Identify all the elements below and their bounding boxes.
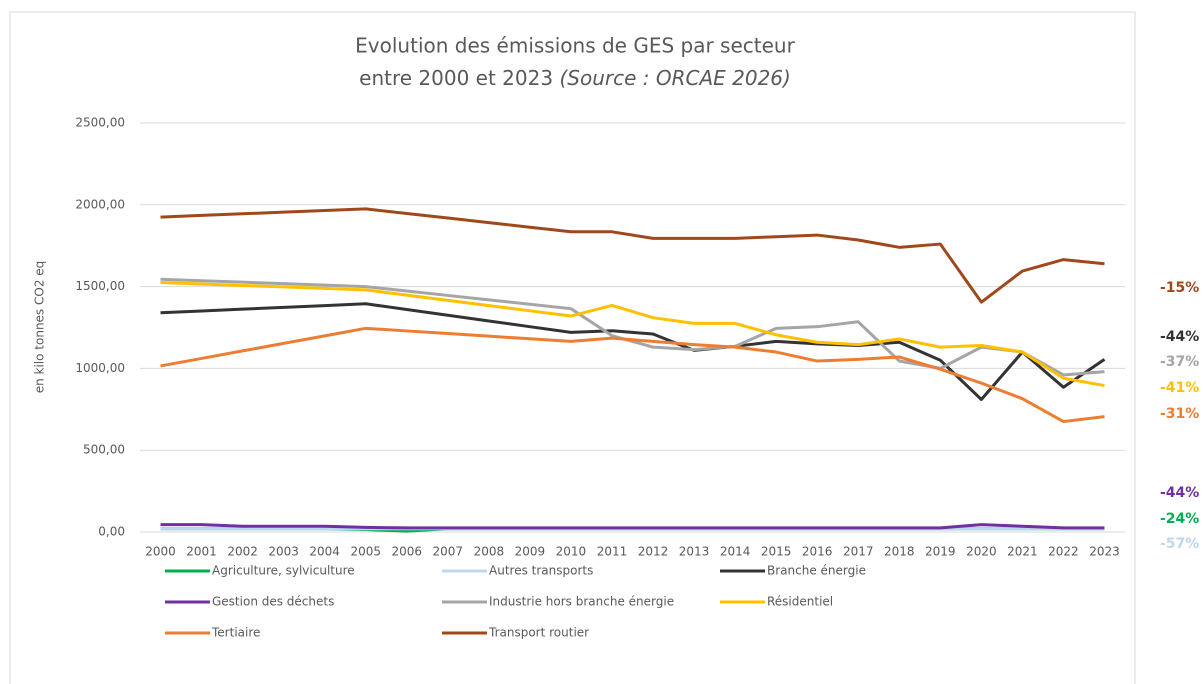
chart-subtitle: entre 2000 et 2023 (Source : ORCAE 2026) (359, 66, 791, 90)
x-tick-label: 2020 (966, 545, 997, 559)
x-tick-label: 2018 (884, 545, 915, 559)
x-tick-label: 2009 (515, 545, 546, 559)
x-tick-label: 2002 (227, 545, 258, 559)
series-line (160, 281, 1105, 388)
x-tick-label: 2000 (145, 545, 176, 559)
y-tick-label: 500,00 (83, 443, 125, 457)
annotation: -24% (1160, 511, 1199, 527)
x-tick-label: 2010 (556, 545, 587, 559)
annotation: -44% (1160, 485, 1199, 501)
annotation: -15% (1160, 280, 1199, 296)
x-tick-label: 2021 (1007, 545, 1038, 559)
x-tick-label: 2017 (843, 545, 874, 559)
x-tick-label: 2003 (268, 545, 299, 559)
legend-label: Résidentiel (767, 595, 833, 609)
y-tick-label: 2500,00 (75, 116, 125, 130)
x-tick-label: 2001 (186, 545, 217, 559)
legend-label: Autres transports (489, 564, 593, 578)
x-tick-label: 2016 (802, 545, 833, 559)
x-tick-label: 2005 (350, 545, 381, 559)
x-tick-label: 2008 (474, 545, 505, 559)
y-tick-label: 1500,00 (75, 279, 125, 293)
legend-label: Gestion des déchets (212, 595, 334, 609)
subtitle-text: entre 2000 et 2023 (359, 66, 553, 90)
x-tick-label: 2014 (720, 545, 751, 559)
y-tick-label: 1000,00 (75, 361, 125, 375)
x-tick-label: 2012 (638, 545, 669, 559)
chart-title: Evolution des émissions de GES par secte… (355, 34, 795, 58)
x-tick-label: 2023 (1089, 545, 1120, 559)
x-tick-label: 2007 (433, 545, 464, 559)
x-tick-label: 2019 (925, 545, 956, 559)
annotation: -41% (1160, 380, 1199, 396)
y-tick-label: 2000,00 (75, 197, 125, 211)
legend-label: Tertiaire (211, 626, 260, 640)
series-line (160, 277, 1105, 377)
x-tick-label: 2011 (597, 545, 628, 559)
annotation: -44% (1160, 329, 1199, 345)
annotation: -57% (1160, 536, 1199, 552)
series-line (160, 207, 1105, 304)
legend-label: Branche énergie (767, 564, 866, 578)
series-line (160, 302, 1106, 401)
x-tick-label: 2015 (761, 545, 792, 559)
y-tick-label: 0,00 (98, 525, 125, 539)
legend-label: Agriculture, sylviculture (212, 564, 355, 578)
series-line (160, 523, 1105, 530)
x-tick-label: 2004 (309, 545, 340, 559)
series-line (160, 326, 1105, 424)
y-axis-label: en kilo tonnes CO2 eq (33, 261, 47, 394)
chart-frame (9, 11, 1136, 684)
x-tick-label: 2006 (391, 545, 422, 559)
legend-label: Industrie hors branche énergie (489, 595, 674, 609)
x-tick-label: 2013 (679, 545, 710, 559)
source: (Source : ORCAE 2026) (559, 66, 790, 90)
legend-label: Transport routier (488, 626, 589, 640)
x-tick-label: 2022 (1048, 545, 1079, 559)
annotation: -37% (1160, 354, 1199, 370)
annotation: -31% (1160, 406, 1199, 422)
